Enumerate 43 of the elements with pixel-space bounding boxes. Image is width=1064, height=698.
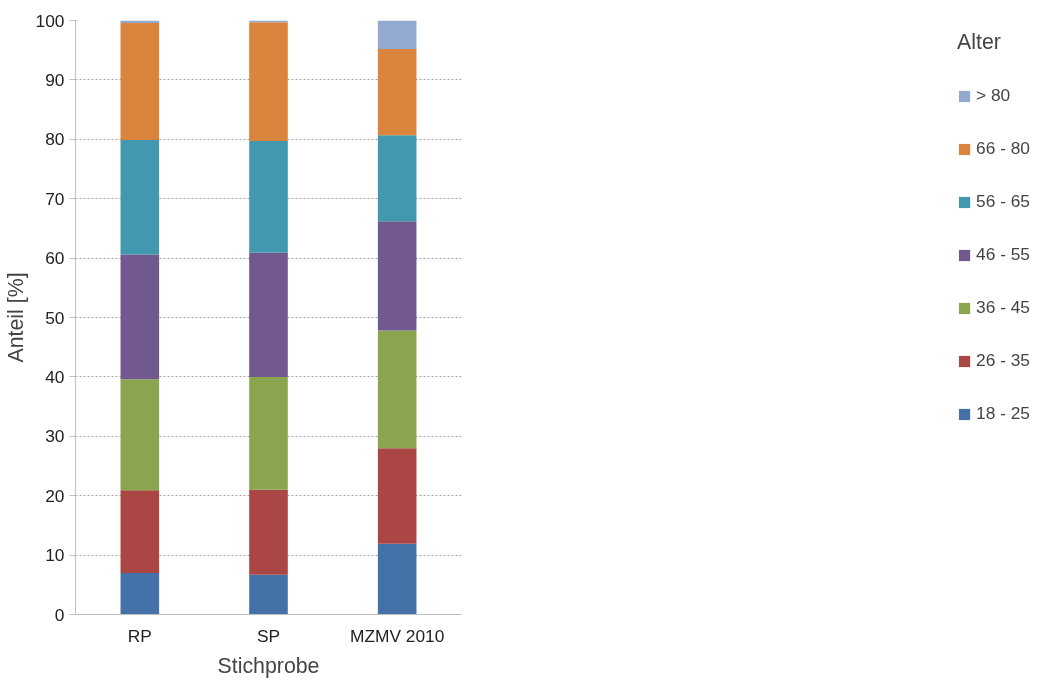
bar xyxy=(377,448,417,544)
bar xyxy=(377,49,417,136)
y-tick-label: 40 xyxy=(45,366,65,387)
y-tick-label: 30 xyxy=(45,426,65,447)
bar xyxy=(120,139,160,255)
bar xyxy=(377,221,417,331)
legend-label: 36 - 45 xyxy=(976,297,1030,318)
y-axis-title: Anteil [%] xyxy=(3,272,28,363)
y-tick-label: 50 xyxy=(45,307,65,328)
y-tick-label: 0 xyxy=(54,604,65,625)
bar xyxy=(249,489,288,575)
y-tick-label: 100 xyxy=(35,10,65,31)
x-tick-label: RP xyxy=(127,625,152,646)
bar xyxy=(377,330,417,449)
bar xyxy=(249,141,288,253)
bar xyxy=(120,490,160,573)
legend-label: 56 - 65 xyxy=(976,191,1030,212)
x-tick-label: SP xyxy=(256,625,281,646)
y-tick-label: 70 xyxy=(45,188,65,209)
y-tick-label: 10 xyxy=(45,545,65,566)
legend-title: Alter xyxy=(957,30,1002,55)
bar xyxy=(377,20,417,50)
bar xyxy=(249,252,288,377)
y-tick-label: 60 xyxy=(45,248,65,269)
legend-label: 26 - 35 xyxy=(976,350,1030,371)
bar xyxy=(249,22,288,142)
bar xyxy=(249,574,288,615)
bar xyxy=(120,572,160,615)
x-axis-title: Stichprobe xyxy=(217,653,320,678)
legend-label: 18 - 25 xyxy=(976,403,1030,424)
legend-label: 66 - 80 xyxy=(976,138,1030,159)
bar xyxy=(120,379,160,491)
bar xyxy=(120,254,160,380)
x-tick-label: MZMV 2010 xyxy=(349,625,445,646)
legend-label: > 80 xyxy=(976,85,1011,106)
bar xyxy=(377,135,417,222)
bar xyxy=(249,376,288,490)
bar xyxy=(377,543,417,615)
bar xyxy=(120,22,160,140)
legend-label: 46 - 55 xyxy=(976,244,1030,265)
y-tick-label: 80 xyxy=(45,129,65,150)
y-tick-label: 20 xyxy=(45,485,65,506)
y-tick-label: 90 xyxy=(45,69,65,90)
